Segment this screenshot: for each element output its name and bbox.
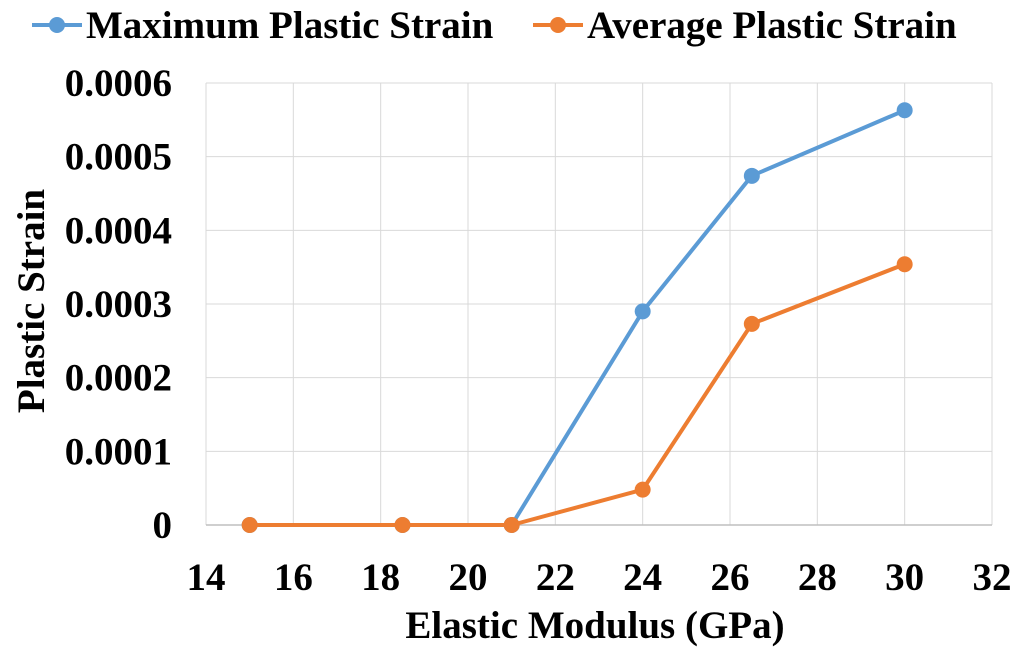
data-point-average-plastic-strain — [896, 256, 913, 273]
y-tick-label: 0.0002 — [65, 357, 172, 400]
data-point-average-plastic-strain — [503, 517, 520, 533]
y-tick-label: 0.0004 — [65, 209, 172, 252]
legend-item-average: Average Plastic Strain — [533, 0, 957, 50]
x-tick-label: 24 — [623, 556, 662, 599]
legend-marker-maximum — [32, 17, 82, 33]
data-point-average-plastic-strain — [394, 517, 411, 533]
legend-label-maximum: Maximum Plastic Strain — [86, 3, 494, 47]
series-layer — [241, 102, 913, 533]
grid — [205, 82, 993, 525]
legend-label-average: Average Plastic Strain — [587, 3, 957, 47]
x-tick-label: 26 — [711, 556, 750, 599]
y-axis-label: Plastic Strain — [10, 189, 53, 414]
y-tick-label: 0.0003 — [65, 283, 172, 326]
x-tick-label: 20 — [449, 556, 488, 599]
y-tick-label: 0 — [153, 504, 173, 547]
data-point-maximum-plastic-strain — [896, 102, 913, 119]
x-tick-label: 22 — [536, 556, 575, 599]
y-tick-label: 0.0006 — [65, 62, 172, 105]
data-point-average-plastic-strain — [634, 481, 651, 498]
x-tick-label: 28 — [798, 556, 837, 599]
x-tick-labels: 14 16 18 20 22 24 26 28 30 32 — [187, 556, 1012, 599]
series-line-maximum-plastic-strain — [249, 108, 906, 527]
x-tick-label: 18 — [361, 556, 400, 599]
x-tick-label: 16 — [274, 556, 313, 599]
legend-marker-average — [533, 17, 583, 33]
data-point-average-plastic-strain — [743, 315, 760, 332]
y-tick-labels: 0 0.0001 0.0002 0.0003 0.0004 0.0005 0.0006 — [65, 62, 172, 547]
x-tick-label: 14 — [187, 556, 226, 599]
x-tick-label: 32 — [973, 556, 1012, 599]
y-tick-label: 0.0005 — [65, 136, 172, 179]
y-tick-label: 0.0001 — [65, 430, 172, 473]
data-point-maximum-plastic-strain — [743, 167, 760, 184]
x-tick-label: 30 — [885, 556, 924, 599]
data-point-average-plastic-strain — [241, 517, 258, 533]
series-line-average-plastic-strain — [249, 262, 906, 527]
data-point-maximum-plastic-strain — [634, 303, 651, 320]
legend-item-maximum: Maximum Plastic Strain — [32, 0, 493, 50]
x-axis-label: Elastic Modulus (GPa) — [405, 604, 784, 647]
chart-legend: Maximum Plastic Strain Average Plastic S… — [0, 0, 1014, 50]
